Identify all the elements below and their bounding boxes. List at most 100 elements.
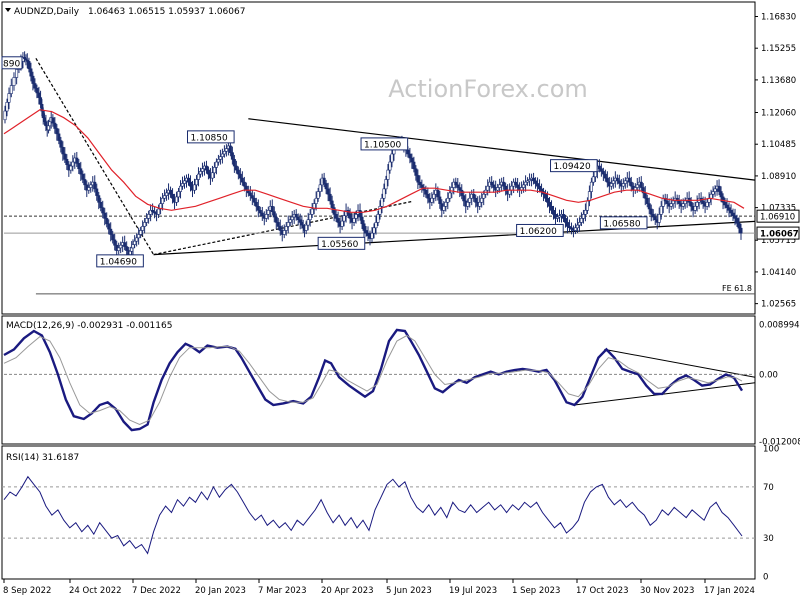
price-bar — [314, 191, 318, 211]
rsi-panel — [1, 445, 756, 580]
price-bar — [194, 175, 198, 191]
price-bar — [250, 190, 254, 206]
level-label: 1.09420 — [550, 159, 598, 173]
price-bar — [290, 211, 294, 225]
price-bar — [492, 180, 496, 193]
price-bar — [627, 171, 631, 186]
price-bar — [380, 193, 384, 214]
price-bar — [657, 207, 661, 227]
axis-price-marker: 1.06910 — [756, 209, 800, 223]
price-bar — [683, 197, 687, 209]
price-bar — [61, 141, 65, 161]
price-bar — [376, 210, 380, 227]
price-bar — [645, 194, 649, 208]
level-label-text: 1.05560 — [321, 240, 358, 250]
x-tick-label: 7 Dec 2022 — [132, 586, 181, 596]
level-label-text: 890 — [3, 59, 20, 69]
price-bar — [362, 220, 366, 238]
macd-series-signal — [3, 334, 743, 426]
price-bar — [555, 213, 559, 223]
price-bar — [97, 191, 101, 210]
price-bar — [557, 209, 561, 223]
price-bar — [577, 217, 581, 232]
price-bar — [276, 217, 280, 231]
price-bar — [192, 178, 196, 194]
price-bar — [147, 210, 151, 224]
price-bar — [478, 195, 482, 210]
price-bar — [224, 144, 228, 157]
macd-trendline-0 — [604, 348, 756, 378]
price-bar — [278, 219, 282, 236]
price-bar — [304, 220, 308, 235]
price-bar — [701, 196, 705, 209]
price-bar — [617, 174, 621, 189]
price-bar — [737, 217, 741, 234]
level-label: 1.06580 — [599, 216, 648, 230]
price-bar — [414, 165, 418, 181]
price-bar — [378, 200, 382, 220]
price-bar — [474, 194, 478, 208]
price-bar — [603, 169, 607, 182]
price-bar — [149, 204, 153, 222]
price-bar — [236, 166, 240, 180]
price-bar — [206, 166, 210, 180]
price-y-tick-label: 1.15255 — [761, 44, 796, 54]
price-bar — [416, 169, 420, 189]
price-bar — [548, 197, 552, 214]
price-bar — [163, 189, 167, 202]
price-trendline-2 — [153, 200, 414, 256]
level-label: 1.05560 — [317, 236, 366, 250]
price-bar — [360, 211, 364, 229]
price-bar — [482, 190, 486, 206]
price-bar — [408, 147, 412, 164]
price-bar — [352, 213, 356, 227]
price-bar — [569, 222, 573, 235]
price-bar — [466, 198, 470, 210]
price-bar — [240, 171, 244, 186]
price-bar — [605, 171, 609, 188]
price-bar — [364, 226, 368, 237]
price-bar — [717, 179, 721, 196]
price-bar — [552, 205, 556, 220]
x-tick-label: 1 Sep 2023 — [512, 586, 560, 596]
price-bar — [324, 179, 328, 195]
price-bar — [573, 223, 577, 235]
price-bar — [232, 154, 236, 173]
price-bar — [75, 151, 79, 167]
level-label: 1.06200 — [516, 223, 564, 237]
price-bar — [153, 206, 157, 219]
price-bar — [288, 216, 292, 227]
price-bar — [69, 161, 73, 174]
price-bar — [135, 233, 139, 247]
price-bar — [12, 72, 16, 91]
price-bar — [109, 222, 113, 242]
price-bar — [210, 165, 214, 182]
price-bar — [5, 98, 9, 117]
price-bar — [252, 192, 256, 206]
price-y-tick-label: 1.13680 — [761, 76, 796, 86]
price-bar — [71, 155, 75, 172]
price-bar — [238, 168, 242, 185]
x-tick-label: 19 Jul 2023 — [449, 586, 497, 596]
price-bar — [169, 186, 173, 198]
price-bar — [51, 114, 55, 127]
price-bar — [59, 136, 63, 153]
chart-ohlc: 1.06463 1.06515 1.05937 1.06067 — [88, 7, 245, 17]
price-y-tick-label: 1.07335 — [761, 204, 796, 214]
price-bar — [139, 226, 143, 239]
price-bar — [125, 241, 129, 256]
price-bar — [567, 219, 571, 232]
price-bar — [286, 215, 290, 234]
price-bar — [228, 142, 232, 157]
dropdown-triangle-icon[interactable] — [5, 8, 11, 12]
price-bar — [89, 181, 93, 193]
price-bar — [374, 215, 378, 235]
price-bar — [334, 209, 338, 223]
price-bar — [609, 177, 613, 190]
price-bar — [430, 192, 434, 206]
price-bar — [370, 227, 374, 243]
price-bar — [204, 160, 208, 174]
level-label-text: 1.04690 — [100, 257, 137, 267]
price-bar — [260, 206, 264, 221]
price-bar — [468, 192, 472, 208]
